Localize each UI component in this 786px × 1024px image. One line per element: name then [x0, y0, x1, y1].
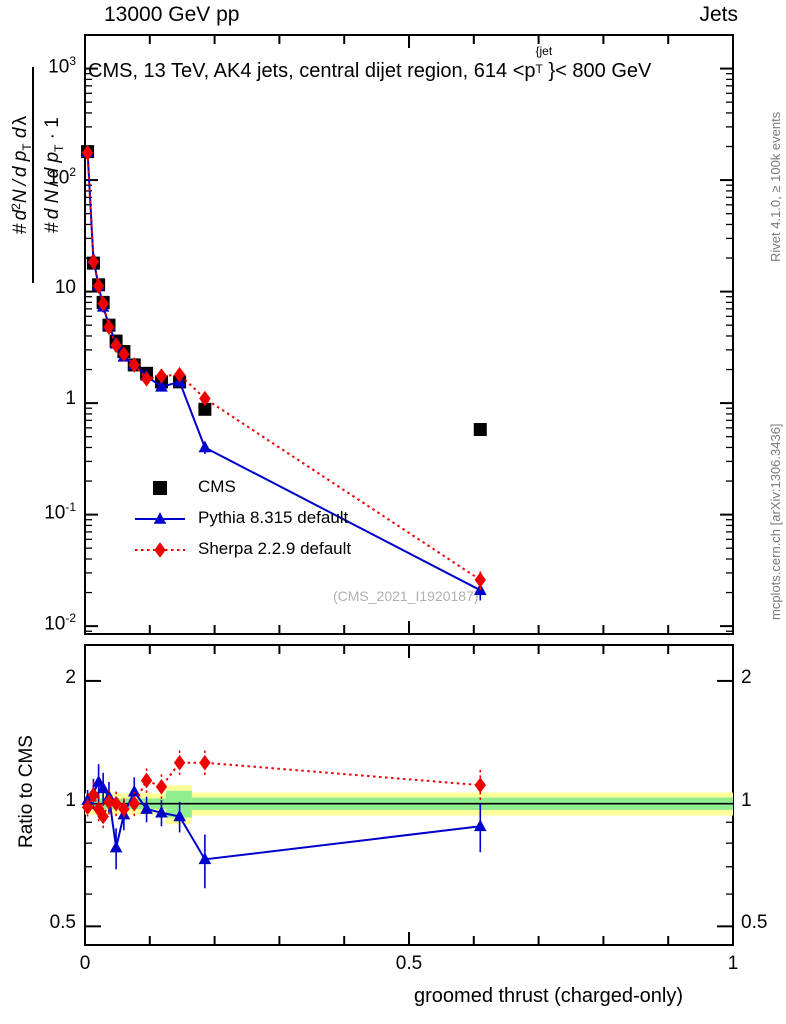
data-point-diamond — [81, 144, 94, 161]
ratio-data-point-diamond — [103, 794, 115, 810]
data-point-diamond — [140, 371, 153, 387]
ratio-panel — [81, 644, 734, 946]
legend-marker-2 — [154, 542, 166, 558]
data-point-diamond — [110, 337, 122, 354]
ratio-data-point-diamond — [140, 772, 153, 789]
data-point-square — [198, 402, 212, 416]
data-point-diamond — [97, 295, 109, 312]
ratio-data-point-diamond — [474, 777, 486, 793]
analysis-id-watermark: (CMS_2021_I1920187) — [333, 588, 479, 604]
main-y-tick-label-0: 103 — [48, 53, 76, 77]
x-tick-label-2: 1 — [727, 953, 739, 974]
data-point-diamond — [92, 278, 105, 294]
ratio-y-tick-label-right-0: 2 — [741, 666, 752, 688]
ratio-data-point-diamond — [118, 801, 130, 817]
main-y-axis-label: #d2N/d pT dλ #d N/d pT · 1 — [9, 67, 66, 283]
ratio-data-point-triangle — [173, 809, 186, 822]
data-point-diamond — [199, 390, 211, 407]
ratio-data-point-triangle — [109, 840, 123, 853]
data-point-diamond — [87, 253, 100, 270]
legend-label-0[interactable]: CMS — [198, 477, 236, 496]
main-panel — [81, 34, 734, 635]
main-y-tick-label-4: 10-1 — [44, 499, 76, 523]
ratio-data-point-triangle — [198, 852, 212, 865]
plot-title: CMS, 13 TeV, AK4 jets, central dijet reg… — [88, 44, 652, 83]
data-point-triangle — [198, 440, 212, 453]
x-tick-label-0: 0 — [79, 953, 91, 974]
main-y-tick-label-1: 102 — [48, 165, 76, 189]
data-point-diamond — [155, 368, 168, 384]
plot-title-subscript: T — [535, 62, 543, 76]
ratio-data-point-diamond — [110, 795, 122, 812]
ratio-data-point-triangle — [92, 775, 105, 787]
svg-text:#d N/d pT · 1: #d N/d pT · 1 — [42, 117, 66, 233]
main-y-tick-label-2: 10 — [54, 276, 76, 298]
legend-marker-1 — [153, 512, 167, 524]
ratio-data-point-triangle — [473, 819, 487, 832]
legend[interactable] — [135, 481, 185, 558]
data-point-square — [473, 422, 487, 436]
main-y-tick-label-3: 1 — [65, 388, 76, 410]
plot-title-superscript: {jet — [535, 44, 553, 58]
ratio-data-point-diamond — [97, 808, 109, 825]
legend-label-2[interactable]: Sherpa 2.2.9 default — [198, 539, 352, 558]
ratio-data-point-triangle — [96, 781, 110, 794]
ratio-y-tick-label-left-2: 0.5 — [49, 912, 76, 934]
plot-title-tail: }< 800 GeV — [548, 60, 652, 82]
data-point-diamond — [103, 319, 115, 335]
ratio-data-point-triangle — [127, 784, 141, 797]
ratio-data-point-diamond — [199, 754, 211, 771]
legend-label-1[interactable]: Pythia 8.315 default — [198, 508, 349, 527]
x-tick-label-1: 0.5 — [395, 953, 423, 974]
ratio-data-point-diamond — [173, 754, 186, 771]
ratio-y-tick-label-right-1: 1 — [741, 789, 752, 811]
legend-marker-0 — [153, 481, 167, 495]
plot-title-text: CMS, 13 TeV, AK4 jets, central dijet reg… — [88, 60, 536, 82]
ratio-y-tick-label-left-1: 1 — [65, 789, 76, 811]
ratio-data-point-triangle — [155, 805, 168, 818]
ratio-data-point-diamond — [92, 801, 105, 817]
ratio-data-point-diamond — [155, 778, 168, 795]
x-axis-label: groomed thrust (charged-only) — [414, 985, 684, 1007]
data-point-diamond — [173, 366, 186, 383]
data-point-diamond — [128, 357, 140, 373]
data-point-triangle — [155, 379, 168, 392]
ratio-data-point-triangle — [140, 802, 153, 814]
main-panel-frame — [84, 34, 734, 635]
ratio-data-point-diamond — [87, 787, 100, 803]
svg-text:#d2N/d pT dλ: #d2N/d pT dλ — [9, 116, 34, 234]
ratio-data-point-diamond — [81, 799, 94, 816]
header-category: Jets — [699, 3, 738, 26]
ratio-y-tick-label-left-0: 2 — [65, 666, 76, 688]
main-y-tick-label-5: 10-2 — [44, 611, 76, 635]
ratio-data-point-diamond — [128, 795, 140, 812]
header-collision-energy: 13000 GeV pp — [104, 3, 240, 26]
data-point-diamond — [118, 346, 130, 362]
ratio-y-tick-label-right-2: 0.5 — [741, 912, 768, 934]
data-point-diamond — [474, 572, 486, 588]
